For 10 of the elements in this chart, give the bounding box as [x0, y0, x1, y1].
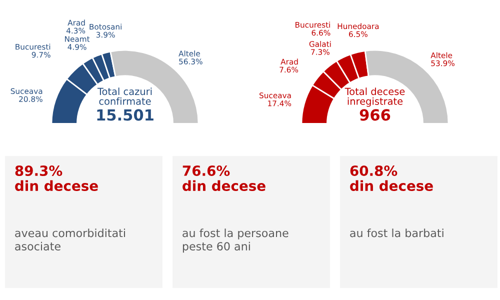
text: aveau comorbiditati asociate: [15, 228, 125, 250]
text: au fost la persoane peste 60 ani: [182, 228, 288, 253]
text: 15.501: [97, 109, 154, 121]
text: Total cazuri confirmate: [97, 88, 152, 105]
text: au fost la barbati: [350, 228, 444, 238]
text: 966: [360, 109, 390, 121]
text: 76.6% din decese: [182, 165, 266, 192]
text: 89.3% din decese: [15, 165, 98, 192]
text: Total decese inregistrate: [344, 88, 405, 107]
text: 60.8% din decese: [350, 165, 433, 192]
